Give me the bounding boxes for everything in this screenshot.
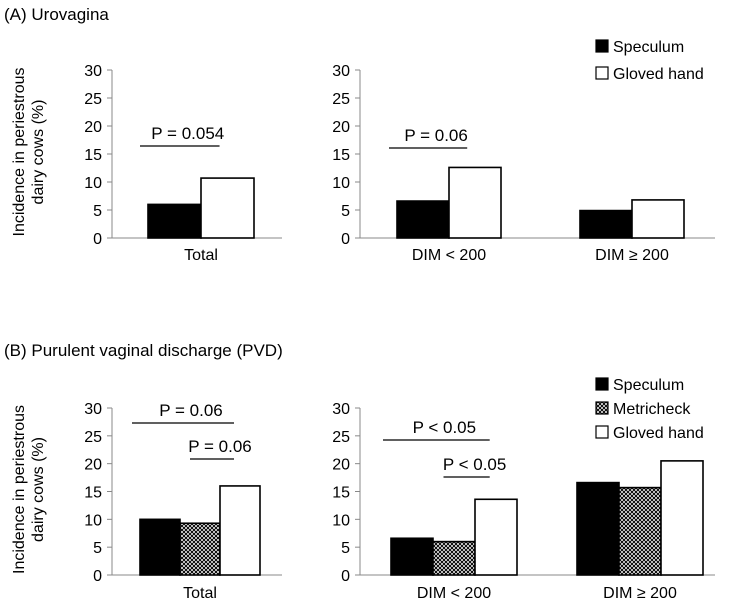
y-tick-label: 10 [332,175,350,192]
bar-metricheck-total [179,522,221,576]
y-tick-label: 5 [93,203,102,220]
legend-label-gloved-hand: Gloved hand [613,66,704,83]
bar-speculum-total [147,203,202,239]
y-tick-label: 30 [332,63,350,80]
bar-gloved-hand-dim-200 [631,199,685,239]
bar-gloved-hand-total [200,177,255,239]
chart-panel-a-dim: 0 5 10 15 20 25 30 DIM < 200 DIM ≥ 200 P = 0.06 Sp… [332,39,715,264]
y-tick-label: 10 [332,512,350,529]
y-axis-label-line1: Incidence in periestrous [11,68,28,237]
bar-gloved-hand-total [219,485,261,576]
y-tick-label: 30 [84,63,102,80]
y-tick-label: 5 [93,540,102,557]
y-tick-label: 0 [341,231,350,248]
bar-speculum-dim-200 [396,200,450,239]
category-label: DIM < 200 [417,585,491,602]
y-tick-label: 15 [84,147,102,164]
y-tick-label: 20 [84,119,102,136]
legend-swatch-gloved-hand [595,66,609,80]
y-tick-label: 25 [332,429,350,446]
y-tick-label: 15 [84,485,102,502]
bar-speculum-dim-200 [576,481,620,576]
y-tick-label: 10 [84,512,102,529]
category-label: DIM < 200 [412,247,486,264]
chart-panel-b-dim: 0 5 10 15 20 25 30 DIM < 200 DIM ≥ 200 P < 0.05 P … [332,377,715,602]
bar-gloved-hand-dim-200 [660,460,704,576]
y-tick-label: 5 [341,203,350,220]
panel-a-title: (A) Urovagina [4,5,109,24]
bar-metricheck-dim-200 [432,540,476,576]
y-tick-label: 25 [84,429,102,446]
significance-label: P = 0.06 [404,126,468,145]
legend-swatch-gloved-hand [595,425,609,439]
y-tick-label: 20 [84,457,102,474]
y-tick-label: 20 [332,119,350,136]
y-tick-label: 25 [332,91,350,108]
y-tick-label: 0 [341,568,350,585]
category-label: Total [184,247,218,264]
significance-label: P < 0.05 [413,418,477,437]
y-axis-label-line2: dairy cows (%) [30,100,47,205]
chart-panel-b-total: 0 5 10 15 20 25 30 Incidence in periestrous dair… [11,401,282,602]
legend-label-metricheck: Metricheck [613,401,691,418]
legend: Speculum Metricheck Gloved hand [595,377,704,442]
y-axis-label-line2: dairy cows (%) [30,437,47,542]
legend-label-speculum: Speculum [613,39,684,56]
y-axis-label-line1: Incidence in periestrous [11,405,28,574]
significance-label: P = 0.06 [159,401,223,420]
legend-label-speculum: Speculum [613,377,684,394]
y-tick-label: 15 [332,485,350,502]
legend-label-gloved-hand: Gloved hand [613,425,704,442]
bar-speculum-dim-200 [579,209,633,239]
category-label: Total [183,585,217,602]
y-tick-label: 20 [332,457,350,474]
category-label: DIM ≥ 200 [595,247,669,264]
significance-label: P < 0.05 [443,455,507,474]
y-tick-label: 30 [84,401,102,418]
y-tick-label: 25 [84,91,102,108]
bar-speculum-dim-200 [390,537,434,576]
bar-gloved-hand-dim-200 [448,166,502,239]
y-tick-label: 0 [93,231,102,248]
y-tick-label: 0 [93,568,102,585]
y-axis-label: Incidence in periestrous dairy cows (%) [11,68,47,237]
legend-swatch-metricheck [595,401,609,415]
chart-panel-a-total: 0 5 10 15 20 25 30 Incidence in periestrous dair… [11,63,282,264]
significance-label: P = 0.06 [188,437,252,456]
y-axis-label: Incidence in periestrous dairy cows (%) [11,405,47,574]
y-tick-label: 10 [84,175,102,192]
legend-swatch-speculum [595,377,609,391]
legend-swatch-speculum [595,39,609,53]
y-tick-label: 15 [332,147,350,164]
category-label: DIM ≥ 200 [603,585,677,602]
y-tick-label: 30 [332,401,350,418]
legend: Speculum Gloved hand [595,39,704,83]
bar-speculum-total [139,518,181,576]
bar-metricheck-dim-200 [618,486,662,576]
bar-gloved-hand-dim-200 [474,498,518,576]
y-tick-label: 5 [341,540,350,557]
significance-label: P = 0.054 [151,124,224,143]
panel-b-title: (B) Purulent vaginal discharge (PVD) [4,341,283,360]
